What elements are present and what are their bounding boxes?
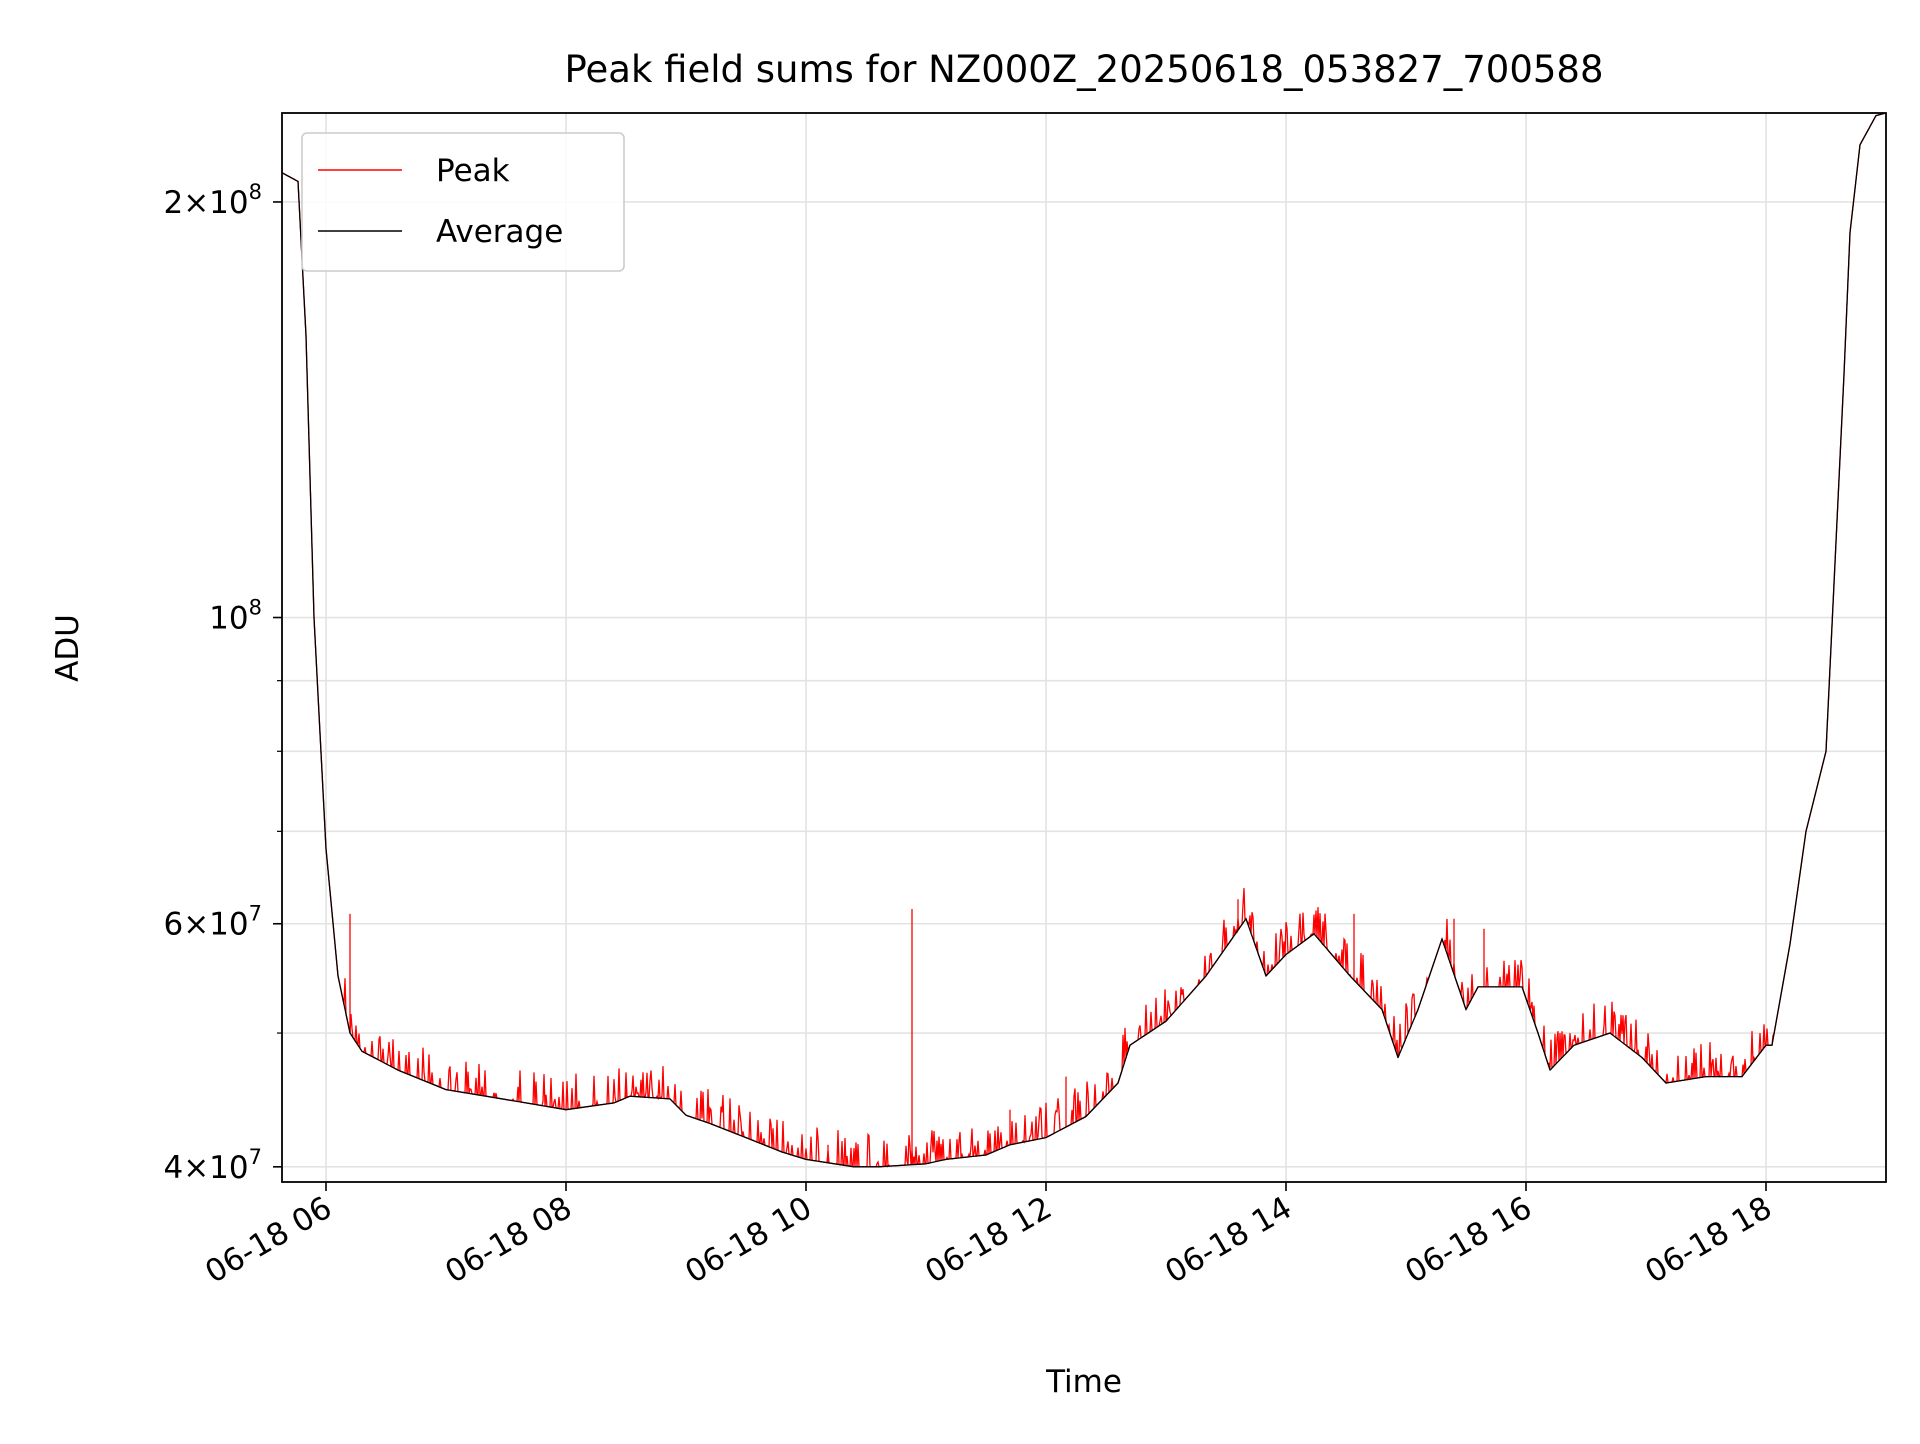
legend: Peak Average [301,132,625,272]
y-tick-label: 6×107 [163,902,262,943]
legend-label-average: Average [436,214,563,250]
y-axis-label: ADU [50,614,86,682]
plot-frame [281,112,1887,1183]
legend-label-peak: Peak [436,153,510,189]
series-average-line [282,113,1886,1168]
chart-title: Peak field sums for NZ000Z_20250618_0538… [565,48,1604,91]
y-tick-label: 4×107 [163,1145,262,1186]
series-layer [282,113,1886,1168]
y-tick-label: 2×108 [163,180,262,221]
x-axis-label: Time [1045,1364,1122,1400]
legend-box [301,132,625,272]
